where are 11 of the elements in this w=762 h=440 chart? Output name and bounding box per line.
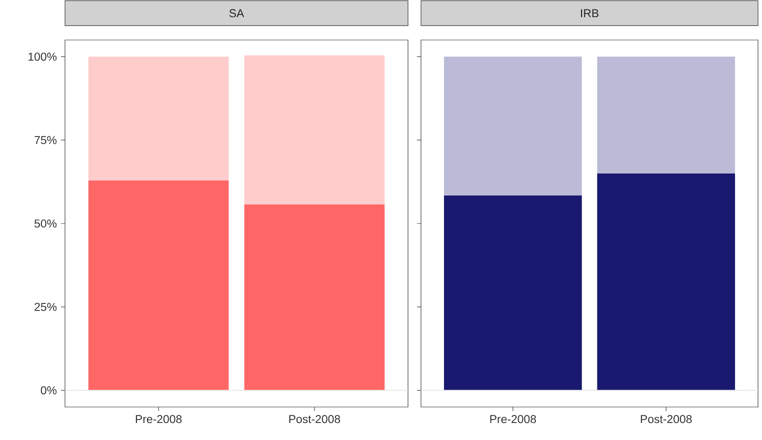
y-tick-label: 75%: [34, 136, 57, 144]
x-tick-label: Pre-2008: [136, 415, 182, 424]
x-tick-label: Post-2008: [289, 415, 340, 424]
y-tick-label: 100%: [28, 52, 57, 61]
y-tick-label: 50%: [34, 219, 57, 228]
x-tick-label: Pre-2008: [490, 415, 536, 424]
chart-title: SA: [229, 9, 244, 18]
y-tick-label: 0%: [40, 386, 57, 394]
x-tick-label: Post-2008: [640, 415, 692, 424]
chart-title: IRB: [581, 9, 598, 18]
y-tick-label: 25%: [34, 302, 57, 311]
